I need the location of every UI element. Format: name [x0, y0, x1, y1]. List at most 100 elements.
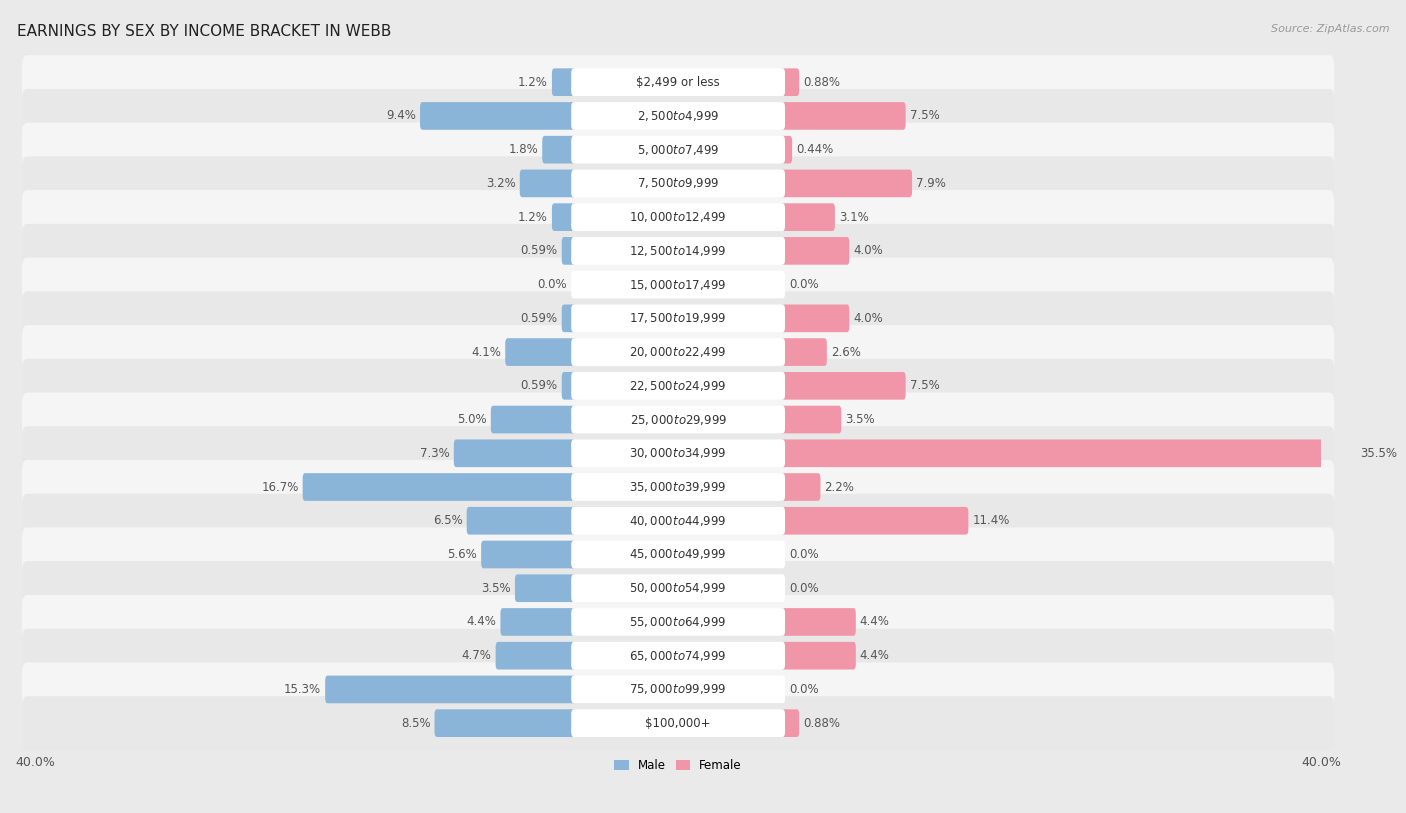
Text: $17,500 to $19,999: $17,500 to $19,999 — [630, 311, 727, 325]
FancyBboxPatch shape — [543, 136, 576, 163]
FancyBboxPatch shape — [22, 291, 1334, 346]
FancyBboxPatch shape — [571, 709, 785, 737]
Text: $30,000 to $34,999: $30,000 to $34,999 — [630, 446, 727, 460]
FancyBboxPatch shape — [22, 528, 1334, 581]
FancyBboxPatch shape — [571, 136, 785, 163]
Text: 0.0%: 0.0% — [537, 278, 567, 291]
Text: $2,499 or less: $2,499 or less — [637, 76, 720, 89]
FancyBboxPatch shape — [22, 224, 1334, 278]
Text: $55,000 to $64,999: $55,000 to $64,999 — [630, 615, 727, 629]
FancyBboxPatch shape — [491, 406, 576, 433]
FancyBboxPatch shape — [496, 641, 576, 670]
Text: 35.5%: 35.5% — [1360, 447, 1398, 460]
Legend: Male, Female: Male, Female — [610, 754, 747, 777]
FancyBboxPatch shape — [780, 440, 1355, 467]
Text: 4.7%: 4.7% — [461, 650, 492, 662]
FancyBboxPatch shape — [302, 473, 576, 501]
Text: 4.1%: 4.1% — [471, 346, 502, 359]
Text: $7,500 to $9,999: $7,500 to $9,999 — [637, 176, 720, 190]
FancyBboxPatch shape — [571, 641, 785, 670]
FancyBboxPatch shape — [420, 102, 576, 130]
FancyBboxPatch shape — [571, 608, 785, 636]
Text: $20,000 to $22,499: $20,000 to $22,499 — [630, 345, 727, 359]
FancyBboxPatch shape — [515, 575, 576, 602]
FancyBboxPatch shape — [22, 190, 1334, 244]
FancyBboxPatch shape — [22, 325, 1334, 379]
Text: 0.0%: 0.0% — [789, 683, 818, 696]
FancyBboxPatch shape — [780, 406, 841, 433]
FancyBboxPatch shape — [571, 338, 785, 366]
FancyBboxPatch shape — [22, 628, 1334, 683]
FancyBboxPatch shape — [780, 68, 799, 96]
Text: $40,000 to $44,999: $40,000 to $44,999 — [630, 514, 727, 528]
FancyBboxPatch shape — [571, 305, 785, 333]
FancyBboxPatch shape — [22, 460, 1334, 514]
FancyBboxPatch shape — [571, 575, 785, 602]
FancyBboxPatch shape — [780, 507, 969, 535]
Text: 2.6%: 2.6% — [831, 346, 860, 359]
Text: 1.2%: 1.2% — [517, 76, 548, 89]
FancyBboxPatch shape — [571, 406, 785, 433]
Text: 0.0%: 0.0% — [789, 582, 818, 595]
Text: 1.8%: 1.8% — [509, 143, 538, 156]
Text: EARNINGS BY SEX BY INCOME BRACKET IN WEBB: EARNINGS BY SEX BY INCOME BRACKET IN WEB… — [17, 24, 391, 39]
FancyBboxPatch shape — [22, 393, 1334, 446]
FancyBboxPatch shape — [22, 663, 1334, 716]
FancyBboxPatch shape — [571, 170, 785, 198]
Text: $12,500 to $14,999: $12,500 to $14,999 — [630, 244, 727, 258]
FancyBboxPatch shape — [22, 55, 1334, 109]
Text: $22,500 to $24,999: $22,500 to $24,999 — [630, 379, 727, 393]
FancyBboxPatch shape — [780, 338, 827, 366]
FancyBboxPatch shape — [501, 608, 576, 636]
FancyBboxPatch shape — [571, 237, 785, 265]
FancyBboxPatch shape — [780, 203, 835, 231]
Text: 4.4%: 4.4% — [467, 615, 496, 628]
Text: Source: ZipAtlas.com: Source: ZipAtlas.com — [1271, 24, 1389, 34]
Text: $35,000 to $39,999: $35,000 to $39,999 — [630, 480, 727, 494]
Text: 5.0%: 5.0% — [457, 413, 486, 426]
Text: 4.0%: 4.0% — [853, 245, 883, 258]
FancyBboxPatch shape — [780, 641, 856, 670]
Text: $50,000 to $54,999: $50,000 to $54,999 — [630, 581, 727, 595]
FancyBboxPatch shape — [780, 170, 912, 198]
FancyBboxPatch shape — [22, 89, 1334, 143]
FancyBboxPatch shape — [571, 68, 785, 96]
Text: 7.5%: 7.5% — [910, 110, 939, 123]
Text: $2,500 to $4,999: $2,500 to $4,999 — [637, 109, 720, 123]
Text: $5,000 to $7,499: $5,000 to $7,499 — [637, 142, 720, 157]
Text: $15,000 to $17,499: $15,000 to $17,499 — [630, 277, 727, 292]
Text: 4.4%: 4.4% — [860, 615, 890, 628]
Text: 1.2%: 1.2% — [517, 211, 548, 224]
Text: 0.88%: 0.88% — [803, 716, 841, 729]
FancyBboxPatch shape — [22, 426, 1334, 480]
FancyBboxPatch shape — [481, 541, 576, 568]
FancyBboxPatch shape — [22, 258, 1334, 311]
Text: $25,000 to $29,999: $25,000 to $29,999 — [630, 412, 727, 427]
Text: $75,000 to $99,999: $75,000 to $99,999 — [630, 682, 727, 697]
Text: 3.2%: 3.2% — [486, 177, 516, 190]
FancyBboxPatch shape — [22, 359, 1334, 413]
FancyBboxPatch shape — [562, 305, 576, 333]
Text: 2.2%: 2.2% — [824, 480, 855, 493]
Text: 3.1%: 3.1% — [839, 211, 869, 224]
FancyBboxPatch shape — [571, 271, 785, 298]
Text: 7.3%: 7.3% — [420, 447, 450, 460]
FancyBboxPatch shape — [571, 102, 785, 130]
FancyBboxPatch shape — [780, 473, 821, 501]
FancyBboxPatch shape — [780, 608, 856, 636]
FancyBboxPatch shape — [22, 595, 1334, 649]
Text: 0.0%: 0.0% — [789, 548, 818, 561]
FancyBboxPatch shape — [22, 696, 1334, 750]
FancyBboxPatch shape — [562, 372, 576, 400]
Text: $65,000 to $74,999: $65,000 to $74,999 — [630, 649, 727, 663]
FancyBboxPatch shape — [780, 102, 905, 130]
FancyBboxPatch shape — [780, 305, 849, 333]
Text: 9.4%: 9.4% — [387, 110, 416, 123]
FancyBboxPatch shape — [562, 237, 576, 265]
Text: 15.3%: 15.3% — [284, 683, 321, 696]
Text: 7.9%: 7.9% — [917, 177, 946, 190]
FancyBboxPatch shape — [571, 473, 785, 501]
Text: 16.7%: 16.7% — [262, 480, 298, 493]
Text: 5.6%: 5.6% — [447, 548, 477, 561]
FancyBboxPatch shape — [434, 709, 576, 737]
